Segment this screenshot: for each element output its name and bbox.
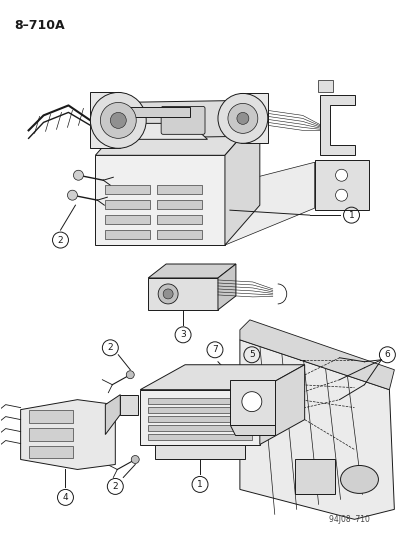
Polygon shape <box>239 340 394 519</box>
Circle shape <box>131 456 139 464</box>
FancyBboxPatch shape <box>294 459 334 495</box>
Polygon shape <box>105 185 150 194</box>
Circle shape <box>335 189 347 201</box>
Polygon shape <box>21 400 115 470</box>
Polygon shape <box>120 100 240 139</box>
Text: 2: 2 <box>112 482 118 491</box>
Circle shape <box>241 392 261 411</box>
Polygon shape <box>240 93 267 143</box>
Polygon shape <box>105 200 150 209</box>
Polygon shape <box>130 108 190 117</box>
Text: 4: 4 <box>62 493 68 502</box>
Circle shape <box>126 371 134 379</box>
Circle shape <box>90 92 146 148</box>
Polygon shape <box>224 162 314 245</box>
Polygon shape <box>148 425 251 431</box>
Polygon shape <box>28 446 73 458</box>
Polygon shape <box>148 433 251 440</box>
FancyBboxPatch shape <box>317 80 332 92</box>
Circle shape <box>158 284 178 304</box>
Polygon shape <box>148 407 251 413</box>
Polygon shape <box>229 379 274 425</box>
Polygon shape <box>105 394 120 434</box>
Text: 5: 5 <box>248 350 254 359</box>
Circle shape <box>236 112 248 124</box>
Polygon shape <box>155 445 244 459</box>
Text: 7: 7 <box>211 345 217 354</box>
Circle shape <box>228 103 257 133</box>
Text: 8–710A: 8–710A <box>14 19 65 31</box>
Polygon shape <box>140 390 259 445</box>
Polygon shape <box>157 230 202 239</box>
Polygon shape <box>157 215 202 224</box>
Polygon shape <box>319 95 354 155</box>
Polygon shape <box>95 116 259 155</box>
Polygon shape <box>140 365 304 390</box>
Polygon shape <box>105 230 150 239</box>
Polygon shape <box>239 320 394 390</box>
Text: 1: 1 <box>348 211 354 220</box>
Circle shape <box>163 289 173 299</box>
Polygon shape <box>105 215 150 224</box>
Text: 3: 3 <box>180 330 185 340</box>
Text: 2: 2 <box>107 343 113 352</box>
Polygon shape <box>120 394 138 415</box>
Polygon shape <box>28 410 73 423</box>
Polygon shape <box>314 160 368 210</box>
Polygon shape <box>95 155 224 245</box>
Circle shape <box>67 190 77 200</box>
Text: 6: 6 <box>384 350 389 359</box>
Circle shape <box>110 112 126 128</box>
Polygon shape <box>90 92 120 148</box>
Polygon shape <box>148 416 251 422</box>
Polygon shape <box>224 116 259 245</box>
Circle shape <box>335 169 347 181</box>
Text: 94J08  710: 94J08 710 <box>328 515 369 524</box>
Polygon shape <box>28 427 73 441</box>
Polygon shape <box>217 264 235 310</box>
Polygon shape <box>157 200 202 209</box>
Text: 2: 2 <box>57 236 63 245</box>
Circle shape <box>100 102 136 139</box>
Polygon shape <box>148 398 251 403</box>
Polygon shape <box>148 278 217 310</box>
Circle shape <box>73 170 83 180</box>
FancyBboxPatch shape <box>161 107 204 134</box>
Polygon shape <box>229 425 274 434</box>
Circle shape <box>217 93 267 143</box>
Polygon shape <box>115 123 207 139</box>
Polygon shape <box>148 264 235 278</box>
Text: 1: 1 <box>197 480 202 489</box>
Polygon shape <box>259 365 304 445</box>
Ellipse shape <box>340 465 377 494</box>
Polygon shape <box>157 185 202 194</box>
